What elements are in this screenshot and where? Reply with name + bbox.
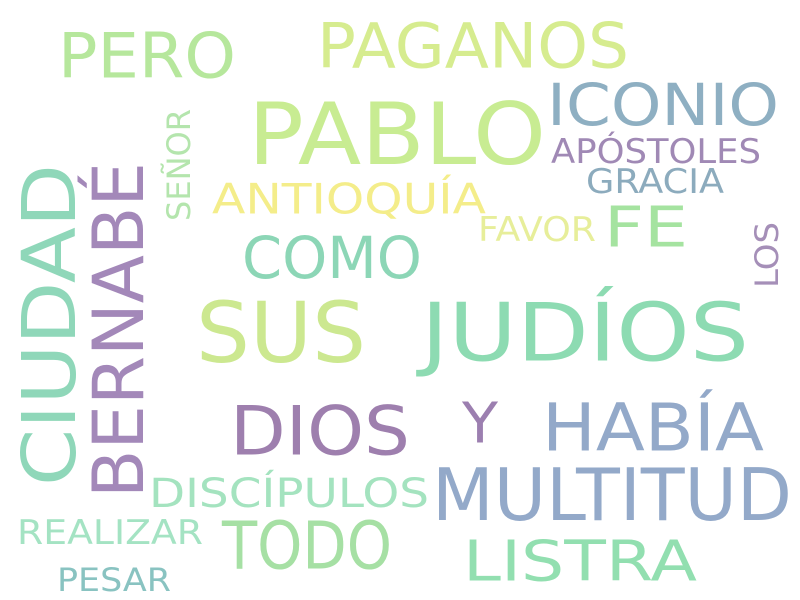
- word-dios: DIOS: [230, 393, 410, 472]
- word-habia: HABÍA: [542, 389, 764, 467]
- word-ciudad: CIUDAD: [7, 164, 93, 486]
- word-bernabe: BERNABÉ: [78, 162, 160, 498]
- word-pablo: PABLO: [248, 85, 546, 185]
- word-senor: SEÑOR: [160, 109, 198, 221]
- word-discipulos: DISCÍPULOS: [149, 469, 429, 517]
- word-favor: FAVOR: [478, 210, 596, 250]
- word-antioquia: ANTIOQUÍA: [212, 174, 486, 224]
- word-sus: SUS: [196, 284, 366, 382]
- word-iconio: ICONIO: [547, 71, 779, 139]
- word-como: COMO: [242, 224, 422, 292]
- word-listra: LISTRA: [463, 530, 697, 595]
- word-multitud: MULTITUD: [432, 453, 792, 537]
- word-pesar: PESAR: [57, 561, 171, 599]
- word-judios: JUDÍOS: [415, 286, 749, 380]
- word-pero: PERO: [58, 20, 236, 93]
- word-paganos: PAGANOS: [317, 10, 629, 83]
- word-realizar: REALIZAR: [17, 513, 203, 553]
- word-apostoles: APÓSTOLES: [551, 131, 761, 172]
- word-gracia: GRACIA: [586, 162, 724, 202]
- word-todo: TODO: [221, 508, 392, 585]
- word-y: Y: [461, 392, 499, 457]
- word-fe: FE: [604, 196, 688, 261]
- word-los: LOS: [748, 222, 786, 288]
